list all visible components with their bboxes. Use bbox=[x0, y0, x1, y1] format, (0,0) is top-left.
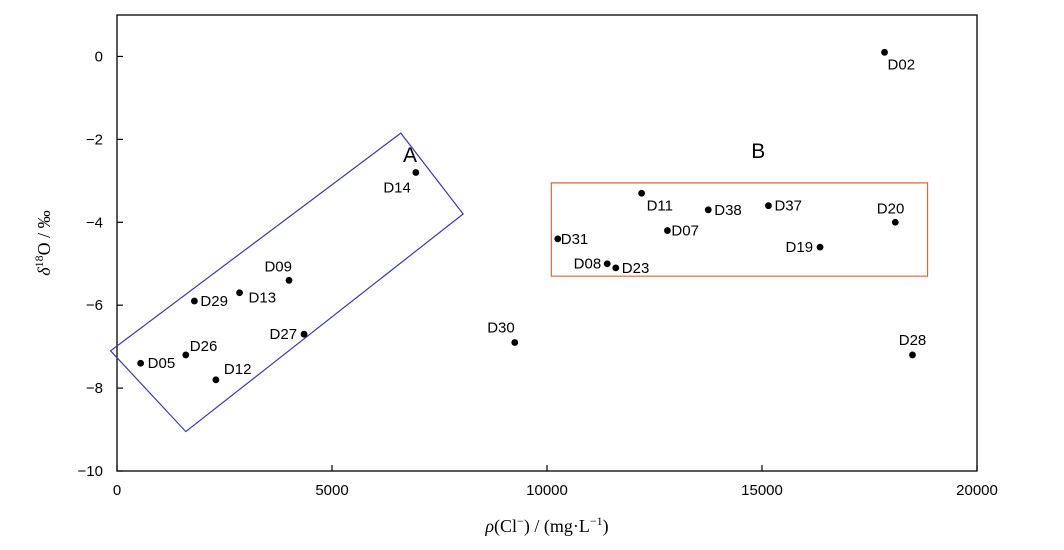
point-label-d08: D08 bbox=[574, 256, 602, 273]
point-d13 bbox=[236, 289, 243, 297]
point-label-d11: D11 bbox=[647, 197, 673, 214]
x-axis-unit: (mg·L bbox=[544, 516, 590, 537]
y-tick-label: −10 bbox=[78, 463, 103, 480]
y-axis-sep: / bbox=[34, 228, 54, 242]
region-b-box bbox=[550, 182, 929, 277]
point-label-d28: D28 bbox=[899, 332, 927, 349]
point-label-d05: D05 bbox=[148, 355, 176, 372]
y-axis-mass: 18 bbox=[32, 255, 46, 267]
y-tick-label: −2 bbox=[86, 131, 103, 148]
point-d31 bbox=[554, 235, 562, 243]
axis-ticks: 0 5000 10000 15000 20000 −10 −8 −6 −4 −2 0 bbox=[78, 48, 998, 499]
point-label-d09: D09 bbox=[264, 258, 292, 275]
plot-frame bbox=[116, 14, 978, 472]
x-tick-label: 15000 bbox=[741, 482, 783, 499]
point-label-d14: D14 bbox=[383, 180, 411, 197]
point-label-d07: D07 bbox=[671, 223, 699, 240]
point-d28 bbox=[909, 351, 916, 359]
point-label-d37: D37 bbox=[774, 198, 802, 215]
region-a-label: A bbox=[403, 144, 417, 167]
y-tick-label: 0 bbox=[95, 48, 103, 65]
point-label-d20: D20 bbox=[877, 200, 905, 217]
point-d23 bbox=[612, 264, 620, 272]
point-label-d26: D26 bbox=[190, 338, 218, 355]
point-label-d30: D30 bbox=[487, 319, 515, 336]
region-b-label: B bbox=[751, 140, 765, 163]
point-label-d31: D31 bbox=[561, 231, 589, 248]
x-axis-unit-close: ) bbox=[603, 516, 609, 537]
point-label-d12: D12 bbox=[224, 361, 252, 378]
point-label-d27: D27 bbox=[270, 326, 298, 343]
y-tick-label: −8 bbox=[86, 380, 103, 397]
x-tick-label: 5000 bbox=[315, 482, 348, 499]
point-d19 bbox=[816, 243, 824, 251]
point-label-d38: D38 bbox=[714, 202, 742, 219]
point-d27 bbox=[300, 330, 308, 338]
point-d08 bbox=[603, 260, 611, 268]
point-d11 bbox=[638, 189, 645, 197]
x-tick-label: 10000 bbox=[526, 482, 568, 499]
x-axis-ion: (Cl bbox=[494, 516, 517, 537]
x-axis-unit-exp: −1 bbox=[590, 514, 603, 528]
point-d02 bbox=[881, 48, 888, 56]
point-d29 bbox=[191, 297, 198, 305]
point-d12 bbox=[212, 376, 220, 384]
point-d07 bbox=[664, 227, 671, 234]
point-d20 bbox=[891, 218, 899, 226]
x-tick-label: 20000 bbox=[956, 482, 998, 499]
y-tick-label: −6 bbox=[86, 297, 103, 314]
x-axis-title: ρ(Cl−) / (mg·L−1) bbox=[484, 514, 608, 537]
point-d37 bbox=[765, 202, 772, 210]
point-d05 bbox=[137, 359, 145, 367]
data-points: D02 D14 D11 D38 D37 D20 D07 D31 D19 D08 D23 D09 D13 D… bbox=[137, 48, 927, 384]
point-d26 bbox=[182, 351, 190, 359]
x-axis-rho: ρ bbox=[484, 516, 494, 536]
point-d30 bbox=[511, 339, 519, 346]
point-label-d13: D13 bbox=[249, 290, 277, 307]
y-axis-title: δ18O / ‰ bbox=[32, 210, 54, 275]
y-axis-delta: δ bbox=[34, 267, 54, 276]
point-d14 bbox=[412, 169, 420, 176]
y-axis-unit: ‰ bbox=[34, 210, 54, 228]
x-axis-ion-charge: − bbox=[517, 514, 524, 528]
y-axis-element: O bbox=[34, 242, 54, 255]
point-d38 bbox=[704, 206, 712, 214]
region-a-box bbox=[109, 132, 464, 433]
point-label-d02: D02 bbox=[888, 56, 916, 73]
x-axis-close: ) bbox=[524, 516, 530, 537]
point-label-d29: D29 bbox=[200, 293, 228, 310]
x-tick-label: 0 bbox=[113, 482, 121, 499]
y-tick-label: −4 bbox=[86, 214, 103, 231]
point-label-d19: D19 bbox=[786, 239, 814, 256]
point-label-d23: D23 bbox=[622, 260, 650, 277]
point-d09 bbox=[285, 276, 293, 284]
x-axis-sep: / bbox=[530, 516, 544, 536]
